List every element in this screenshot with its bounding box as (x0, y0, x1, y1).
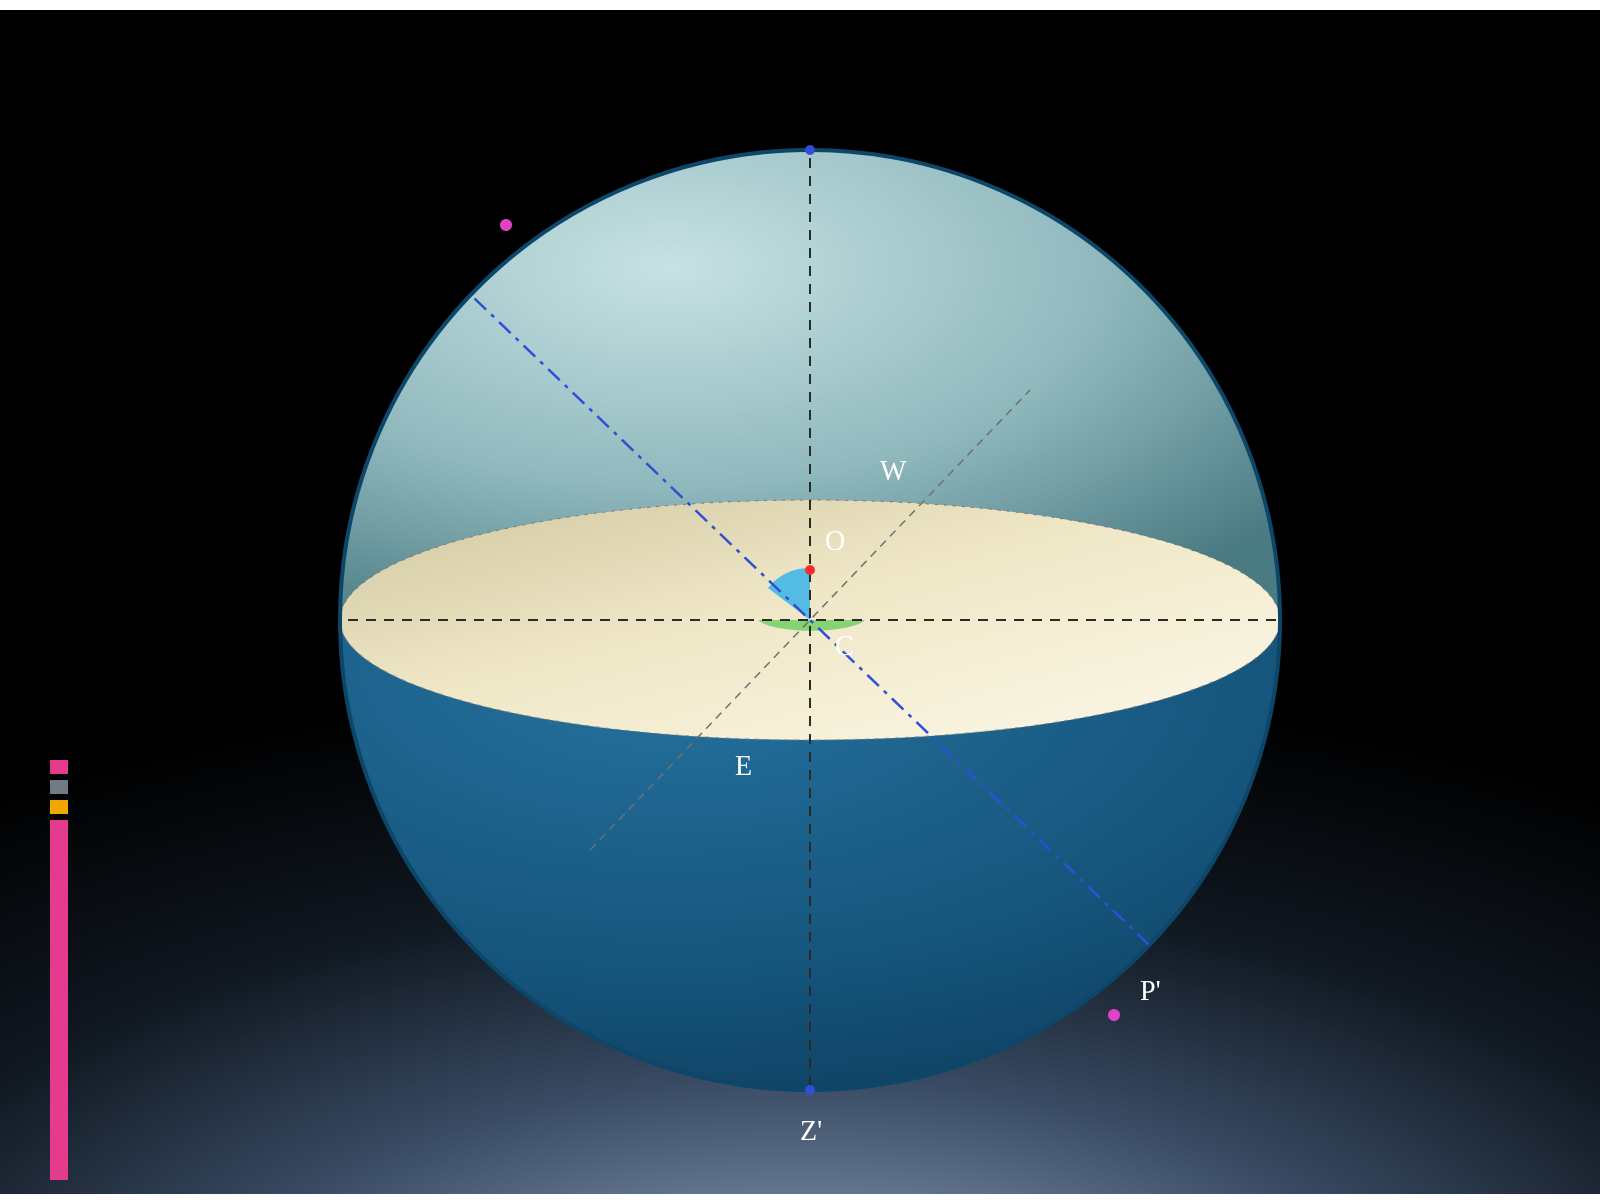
p-upper-point (500, 219, 512, 231)
label-p-prime: P' (1140, 976, 1161, 1007)
label-e: E (735, 751, 752, 782)
nadir-point (805, 1085, 815, 1095)
label-o: O (825, 526, 845, 557)
label-w: W (880, 456, 907, 487)
strip-pink-long (50, 820, 68, 1180)
p-lower-point (1108, 1009, 1120, 1021)
zenith-point (805, 145, 815, 155)
label-c: C (835, 631, 854, 662)
corner-barcode-decoration (48, 116, 112, 152)
celestial-sphere-diagram: W O C E P' Z' (290, 80, 1330, 1160)
label-z-prime: Z' (800, 1116, 822, 1147)
center-point (805, 565, 815, 575)
strip-grey (50, 780, 68, 794)
strip-pink (50, 760, 68, 774)
slide-background: W O C E P' Z' (0, 0, 1600, 1200)
strip-amber (50, 800, 68, 814)
left-color-strip-decoration (50, 760, 68, 1186)
